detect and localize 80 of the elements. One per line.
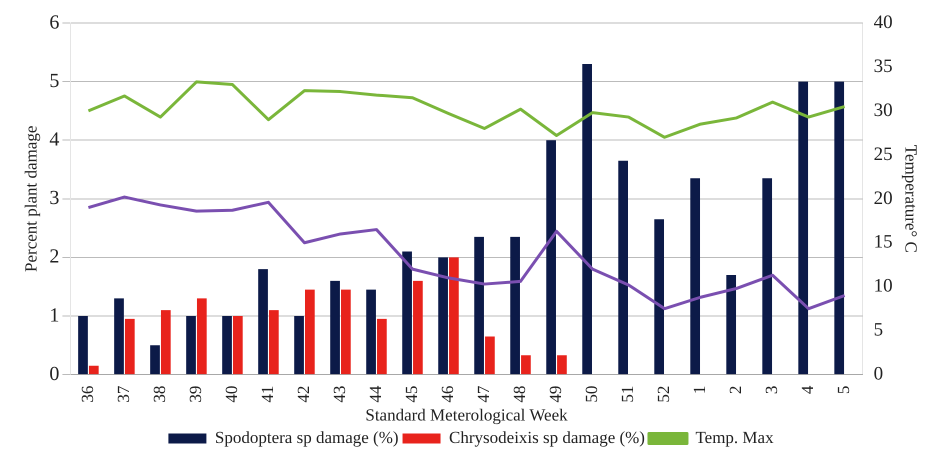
x-tick-label: 45	[402, 386, 421, 403]
x-tick-label: 50	[582, 386, 601, 403]
bar	[305, 290, 315, 374]
y2-tick-label: 20	[874, 188, 893, 209]
x-tick-label: 46	[438, 386, 457, 403]
y-tick-label: 3	[49, 187, 60, 210]
bar	[485, 336, 495, 374]
y2-tick-label: 0	[874, 364, 884, 385]
bar	[150, 345, 160, 374]
bar	[78, 316, 88, 374]
bar	[258, 269, 268, 374]
y-axis-title: Percent plant damage	[22, 126, 41, 272]
bar	[449, 257, 459, 374]
y2-tick-label: 10	[874, 276, 893, 297]
bar	[330, 280, 340, 374]
y-tick-label: 0	[49, 362, 60, 385]
bar	[474, 236, 484, 374]
bar	[232, 316, 243, 374]
bar	[268, 310, 279, 374]
bar	[366, 290, 376, 374]
x-tick-label: 49	[546, 386, 565, 403]
bar	[510, 236, 520, 374]
x-tick-label: 1	[690, 386, 710, 394]
x-tick-label: 47	[474, 385, 493, 403]
y-tick-label: 5	[49, 70, 60, 92]
bar	[834, 82, 844, 374]
bar	[413, 280, 423, 374]
x-tick-label: 40	[222, 386, 241, 403]
legend-label: Temp. Max	[695, 428, 774, 447]
x-tick-label: 41	[258, 386, 277, 403]
y-tick-label: 4	[49, 128, 60, 150]
bar	[618, 160, 628, 374]
y-tick-label: 1	[49, 304, 60, 326]
y2-tick-label: 15	[874, 232, 893, 253]
bar	[582, 64, 592, 374]
bar	[762, 178, 772, 374]
bar	[186, 316, 196, 374]
x-tick-label: 48	[510, 386, 529, 403]
x-tick-label: 36	[78, 386, 97, 403]
bar	[341, 290, 351, 374]
bar	[294, 316, 304, 374]
x-tick-label: 3	[762, 386, 782, 394]
x-tick-label: 52	[654, 386, 674, 403]
x-tick-label: 4	[798, 385, 818, 394]
x-tick-label: 51	[618, 386, 638, 403]
bar	[114, 298, 124, 374]
bar	[160, 310, 171, 374]
bar	[88, 366, 99, 374]
x-tick-label: 37	[114, 385, 133, 403]
bar	[402, 252, 412, 374]
bar	[222, 316, 232, 374]
y2-tick-label: 5	[874, 320, 884, 341]
x-axis-title: Standard Meterological Week	[365, 405, 568, 424]
legend-label: Spodoptera sp damage (%)	[214, 428, 399, 447]
bar	[438, 257, 448, 374]
bar	[546, 140, 556, 374]
y2-tick-label: 40	[874, 12, 893, 33]
x-tick-label: 2	[726, 386, 746, 394]
bar	[690, 178, 700, 374]
bar	[654, 219, 664, 374]
x-tick-label: 39	[186, 386, 205, 403]
y-tick-label: 2	[49, 246, 60, 268]
x-tick-label: 44	[366, 385, 385, 403]
y2-axis-title: Temperature° C	[901, 144, 920, 253]
x-tick-label: 42	[294, 386, 313, 403]
x-tick-label: 5	[834, 386, 854, 394]
y2-tick-label: 30	[874, 100, 893, 121]
x-tick-label: 43	[330, 386, 349, 403]
legend-label: Chrysodeixis sp damage (%)	[449, 428, 645, 447]
y2-tick-label: 25	[874, 144, 893, 165]
bar	[377, 318, 387, 374]
y-tick-label: 6	[49, 11, 60, 34]
bar	[521, 355, 531, 374]
bar	[557, 355, 567, 374]
y2-tick-label: 35	[874, 56, 893, 77]
x-tick-label: 38	[150, 386, 169, 403]
bar	[196, 298, 207, 374]
bar	[726, 274, 736, 374]
bar	[798, 82, 808, 374]
bar	[124, 318, 135, 374]
